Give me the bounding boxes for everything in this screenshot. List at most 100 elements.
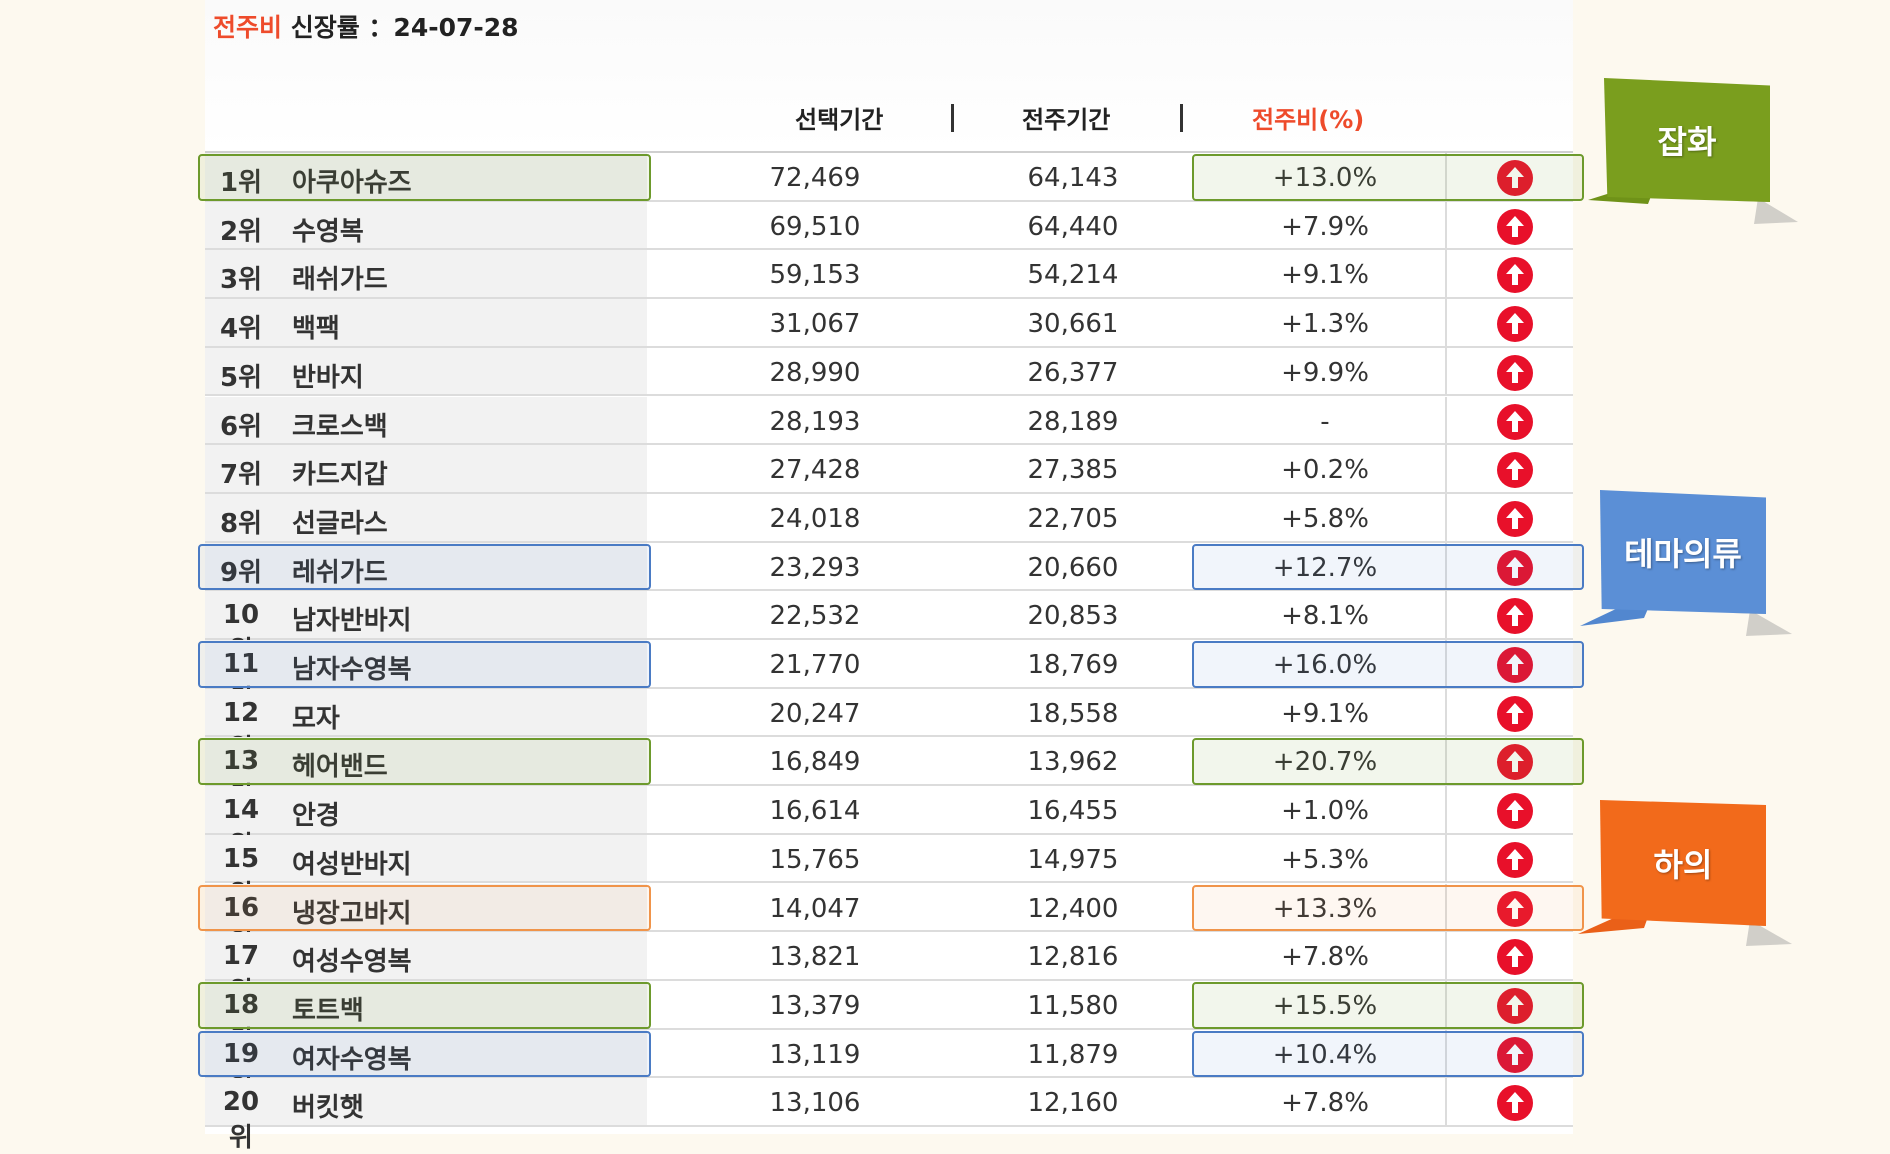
- selected-period-value: 13,119: [769, 1039, 861, 1070]
- row-divider: [205, 589, 1573, 592]
- selected-period-value: 28,193: [769, 406, 861, 437]
- cell-divider: [1445, 883, 1447, 933]
- selected-period-value: 69,510: [769, 211, 861, 242]
- selected-period-value: 72,469: [769, 163, 861, 193]
- keyword-name: 헤어밴드: [292, 752, 388, 783]
- up-arrow-icon: [1497, 1036, 1533, 1073]
- keyword-name: 토트백: [292, 995, 364, 1026]
- title-rest: 신장률 ：24-07-28: [282, 13, 519, 42]
- cell-divider: [1445, 201, 1447, 251]
- up-arrow-icon: [1497, 598, 1533, 635]
- rank-label: 4위: [219, 314, 262, 345]
- highlight-percent-box: [1192, 738, 1584, 786]
- keyword-name: 여성수영복: [292, 947, 412, 978]
- callout-label: 테마의류: [1624, 535, 1742, 573]
- row-divider: [205, 248, 1573, 251]
- prev-week-value: 14,975: [1027, 844, 1119, 875]
- up-arrow-icon: [1497, 890, 1533, 927]
- row-divider: [205, 784, 1573, 787]
- up-arrow-icon: [1497, 939, 1533, 976]
- wow-percent: +7.8%: [1281, 1088, 1369, 1119]
- selected-period-value: 14,047: [769, 893, 861, 924]
- table-row: 2위 수영복 69,510 64,440 +7.9%: [205, 201, 1573, 251]
- selected-period-value: 31,067: [769, 309, 861, 340]
- rank-label: 6위: [219, 411, 262, 442]
- wow-percent: +1.0%: [1281, 796, 1369, 827]
- selected-period-value: 13,106: [769, 1088, 861, 1119]
- up-arrow-icon: [1497, 354, 1533, 391]
- up-arrow-icon: [1497, 403, 1533, 440]
- callout-bottoms: 하의: [1578, 800, 1792, 946]
- row-divider: [205, 540, 1573, 543]
- prev-week-value: 26,377: [1027, 357, 1119, 388]
- keyword-name: 반바지: [292, 362, 364, 393]
- name-cell-bg: [205, 493, 647, 543]
- cell-divider: [1445, 1078, 1447, 1127]
- cell-divider: [1445, 347, 1447, 397]
- selected-period-value: 22,532: [769, 601, 861, 632]
- selected-period-value: 28,990: [769, 357, 861, 388]
- highlight-name-box: [198, 543, 651, 591]
- prev-week-value: 54,214: [1027, 260, 1119, 291]
- up-arrow-icon: [1497, 208, 1533, 245]
- table-row: 5위 반바지 28,990 26,377 +9.9%: [205, 347, 1573, 397]
- selected-period-value: 20,247: [769, 698, 861, 729]
- name-cell-bg: [205, 1078, 647, 1127]
- prev-week-value: 28,189: [1027, 406, 1119, 437]
- cell-divider: [1445, 980, 1447, 1030]
- wow-percent: +9.1%: [1281, 260, 1369, 291]
- rank-label: 5위: [219, 362, 262, 393]
- column-header-wow: 전주비(%): [1252, 106, 1365, 134]
- column-separator: [1180, 104, 1183, 132]
- callout-box: [1604, 78, 1770, 202]
- wow-percent: +9.1%: [1281, 698, 1369, 729]
- name-cell-bg: [205, 299, 647, 348]
- name-cell-bg: [205, 250, 647, 300]
- column-header-prev-week: 전주기간: [1022, 106, 1111, 134]
- row-divider: [205, 491, 1573, 494]
- table-row: 3위 래쉬가드 59,153 54,214 +9.1%: [205, 250, 1573, 300]
- prev-week-value: 12,400: [1027, 893, 1119, 924]
- row-divider: [205, 637, 1573, 640]
- wow-percent: +9.9%: [1281, 357, 1369, 388]
- prev-week-value: 18,769: [1027, 650, 1119, 680]
- column-header-selected: 선택기간: [795, 106, 884, 134]
- table-row: 20위 버킷햇 13,106 12,160 +7.8%: [205, 1078, 1573, 1153]
- up-arrow-icon: [1497, 452, 1533, 489]
- header-bar: [205, 0, 1573, 150]
- keyword-name: 남자반바지: [292, 606, 412, 637]
- highlight-percent-box: [1192, 884, 1584, 932]
- highlight-name-box: [198, 738, 651, 786]
- row-divider: [205, 394, 1573, 397]
- callout-label: 잡화: [1657, 123, 1717, 161]
- keyword-name: 카드지갑: [292, 460, 388, 491]
- table-row: 8위 선글라스 24,018 22,705 +5.8%: [205, 493, 1573, 543]
- keyword-name: 냉장고바지: [292, 898, 412, 929]
- wow-percent: +13.0%: [1272, 163, 1378, 193]
- row-divider: [205, 1027, 1573, 1030]
- cell-divider: [1445, 737, 1447, 787]
- keyword-name: 여성반바지: [292, 849, 412, 880]
- up-arrow-icon: [1497, 1085, 1533, 1122]
- up-arrow-icon: [1497, 500, 1533, 537]
- wow-percent: +0.2%: [1281, 455, 1369, 486]
- up-arrow-icon: [1497, 744, 1533, 781]
- row-divider: [205, 1124, 1573, 1127]
- table-row: 1위 아쿠아슈즈 72,469 64,143 +13.0%: [205, 153, 1573, 202]
- prev-week-value: 11,879: [1027, 1039, 1119, 1070]
- highlight-name-box: [198, 884, 651, 932]
- highlight-percent-box: [1192, 641, 1584, 688]
- wow-percent: +16.0%: [1272, 650, 1378, 680]
- cell-divider: [1445, 786, 1447, 835]
- up-arrow-icon: [1497, 793, 1533, 830]
- row-divider: [205, 881, 1573, 884]
- rank-label: 20위: [222, 1087, 260, 1154]
- keyword-name: 안경: [292, 801, 340, 832]
- wow-percent: +5.3%: [1281, 844, 1369, 875]
- selected-period-value: 23,293: [769, 552, 861, 583]
- selected-period-value: 21,770: [769, 650, 861, 680]
